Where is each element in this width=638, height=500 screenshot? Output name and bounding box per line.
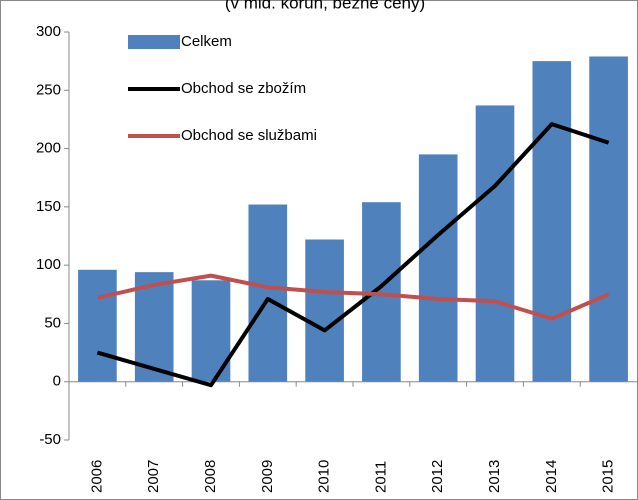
- y-tick-label: 200: [36, 140, 61, 157]
- bar: [418, 154, 458, 382]
- x-tick-label: 2011: [372, 461, 389, 493]
- y-tick-label: 100: [36, 256, 61, 273]
- bar: [589, 56, 628, 382]
- line: [96, 273, 610, 321]
- legend-swatch: [128, 35, 180, 49]
- line: [96, 122, 610, 388]
- y-tick-label: -50: [39, 431, 61, 448]
- y-tick-label: 300: [36, 23, 61, 40]
- chart-title: (v mld. korun, běžné ceny): [225, 0, 425, 12]
- bar: [305, 239, 344, 382]
- y-tick-label: 150: [36, 198, 61, 215]
- bar: [532, 61, 572, 382]
- x-tick-label: 2009: [259, 460, 276, 493]
- x-tick-label: 2013: [486, 460, 503, 493]
- x-tick-label: 2008: [202, 460, 219, 493]
- x-tick-label: 2007: [145, 460, 162, 493]
- legend-label: Obchod se zbožím: [181, 80, 306, 97]
- y-tick-label: 0: [53, 373, 61, 390]
- y-tick-label: 250: [36, 81, 61, 98]
- legend-label: Obchod se službami: [181, 127, 317, 144]
- bar: [248, 204, 288, 382]
- x-tick-label: 2012: [429, 460, 446, 493]
- x-tick-label: 2006: [88, 460, 105, 493]
- bar: [78, 269, 117, 382]
- legend-label: Celkem: [181, 33, 232, 50]
- bar: [475, 105, 515, 382]
- x-tick-label: 2015: [600, 460, 617, 493]
- y-tick-label: 50: [44, 314, 61, 331]
- x-tick-label: 2010: [316, 460, 333, 493]
- x-tick-label: 2014: [543, 460, 560, 493]
